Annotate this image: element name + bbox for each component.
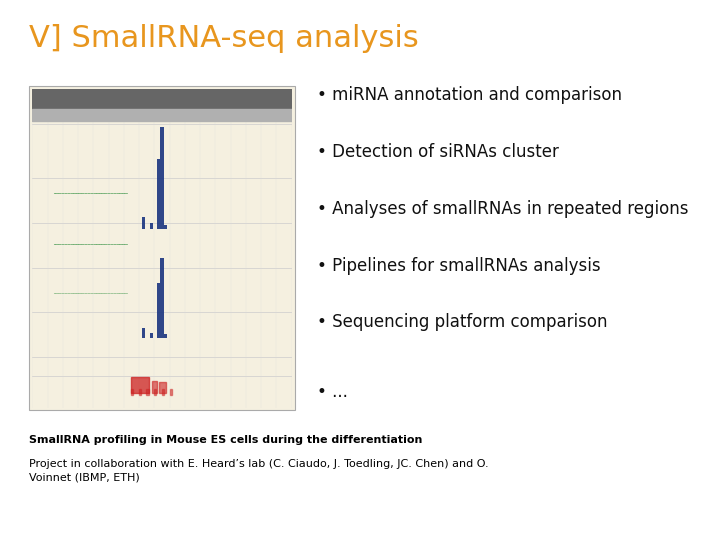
Bar [161,258,163,338]
Text: • miRNA annotation and comparison: • miRNA annotation and comparison [317,86,622,104]
Text: • Analyses of smallRNAs in repeated regions: • Analyses of smallRNAs in repeated regi… [317,200,688,218]
Bar [146,389,148,395]
Bar [131,377,149,393]
Bar [161,127,163,230]
Bar [152,381,157,393]
Text: ──────────────────────────: ────────────────────────── [53,190,128,195]
Bar [162,389,164,395]
Bar [164,334,168,338]
Bar [32,109,292,121]
Bar [159,382,166,393]
Bar [143,328,145,338]
Bar [143,217,145,230]
Bar [164,225,168,230]
Text: • Pipelines for smallRNAs analysis: • Pipelines for smallRNAs analysis [317,256,600,274]
Bar [150,223,153,230]
Text: ──────────────────────────: ────────────────────────── [53,291,128,295]
Bar [154,389,156,395]
Bar [156,159,160,230]
Bar [156,284,160,338]
Bar [170,389,172,395]
Text: • Sequencing platform comparison: • Sequencing platform comparison [317,313,607,331]
Text: • Detection of siRNAs cluster: • Detection of siRNAs cluster [317,143,559,161]
Text: SmallRNA profiling in Mouse ES cells during the differentiation: SmallRNA profiling in Mouse ES cells dur… [29,435,422,445]
Bar [150,333,153,338]
Bar [139,389,140,395]
Text: ──────────────────────────: ────────────────────────── [53,241,128,246]
Bar [131,389,133,395]
Bar [29,86,295,410]
Text: Project in collaboration with E. Heard’s lab (C. Ciaudo, J. Toedling, JC. Chen) : Project in collaboration with E. Heard’s… [29,459,488,482]
Text: V] SmallRNA-seq analysis: V] SmallRNA-seq analysis [29,24,418,53]
Bar [32,89,292,110]
Text: • ...: • ... [317,383,348,401]
